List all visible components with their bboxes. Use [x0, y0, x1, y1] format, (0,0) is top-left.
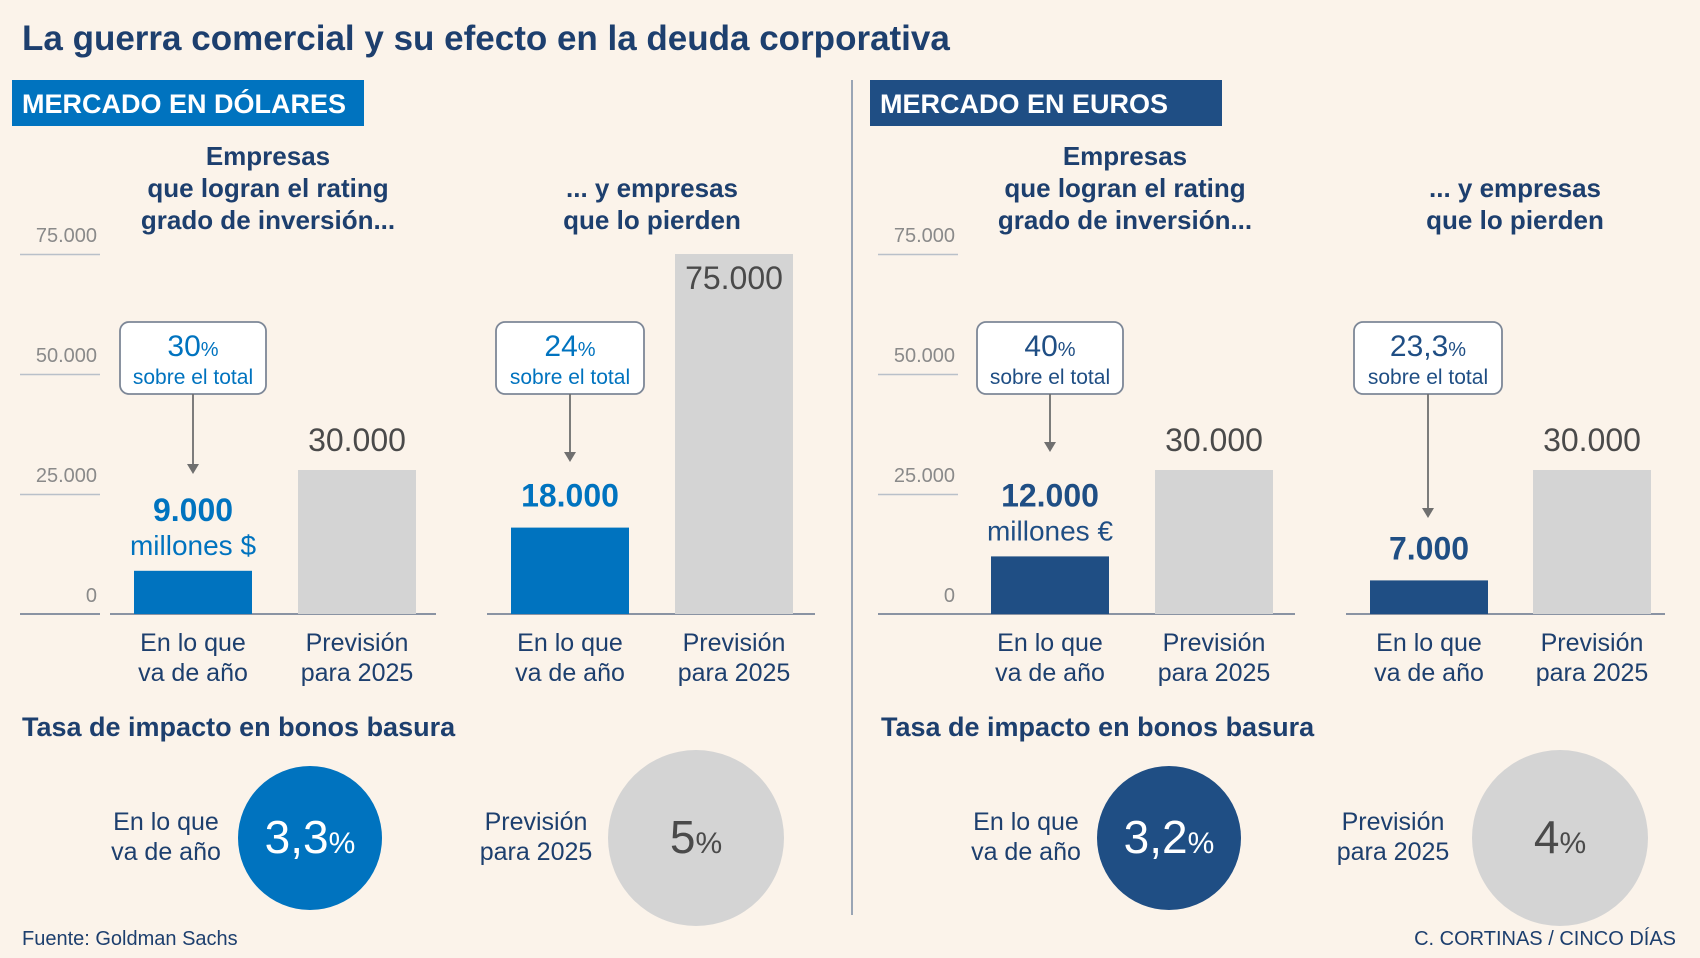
callout-percentage: 23,3% [1390, 330, 1466, 363]
chart-title-line: grado de inversión... [998, 205, 1252, 235]
impact-forecast-label: para 2025 [480, 838, 593, 866]
footer-source: Fuente: Goldman Sachs [22, 928, 238, 950]
impact-current-label: va de año [971, 838, 1081, 866]
callout-percentage: 40% [1024, 330, 1075, 363]
chart-title-line: que lo pierden [563, 205, 741, 235]
impact-current-label: En lo que [973, 808, 1079, 836]
bar-forecast [1155, 470, 1273, 614]
bar-current [134, 570, 252, 614]
bar-value-label: 7.000 [1389, 530, 1469, 566]
bar-value-label: 30.000 [1165, 422, 1263, 458]
panel-header: MERCADO EN EUROS [880, 89, 1168, 119]
bar-value-label: 9.000 [153, 492, 233, 528]
bar-forecast [1533, 470, 1651, 614]
category-label: En lo que [1376, 629, 1482, 657]
bar-value-label: 30.000 [308, 422, 406, 458]
impact-forecast-circle [608, 750, 784, 926]
impact-forecast-label: Previsión [1342, 808, 1445, 836]
category-label: Previsión [306, 629, 409, 657]
panel-header-band [870, 80, 1222, 126]
callout-arrow-head [1422, 508, 1434, 518]
panel-header-band [12, 80, 364, 126]
callout-text: sobre el total [990, 366, 1110, 389]
y-tick-label: 50.000 [36, 345, 97, 367]
category-label: En lo que [140, 629, 246, 657]
impact-forecast-value: 5% [670, 811, 722, 863]
category-label: Previsión [1541, 629, 1644, 657]
category-label: para 2025 [678, 659, 791, 687]
chart-title-line: que lo pierden [1426, 205, 1604, 235]
chart-title-line: que logran el rating [1004, 173, 1245, 203]
y-tick-label: 50.000 [894, 345, 955, 367]
impact-heading: Tasa de impacto en bonos basura [881, 712, 1315, 742]
impact-current-label: En lo que [113, 808, 219, 836]
callout-text: sobre el total [510, 366, 630, 389]
bar-current [991, 556, 1109, 614]
y-tick-label: 75.000 [894, 225, 955, 247]
bar-value-label: 30.000 [1543, 422, 1641, 458]
callout-percentage: 24% [544, 330, 595, 363]
category-label: para 2025 [1158, 659, 1271, 687]
y-tick-label: 0 [86, 585, 97, 607]
panel-usd: MERCADO EN DÓLARES 75.000 50.000 25.000 0 Emp… [12, 80, 815, 926]
callout-arrow-head [1044, 442, 1056, 452]
impact-heading: Tasa de impacto en bonos basura [22, 712, 456, 742]
category-label: Previsión [1163, 629, 1266, 657]
impact-forecast-label: para 2025 [1337, 838, 1450, 866]
category-label: para 2025 [301, 659, 414, 687]
chart-title-line: grado de inversión... [141, 205, 395, 235]
y-tick-label: 25.000 [36, 465, 97, 487]
callout-arrow-head [187, 464, 199, 474]
panel-eur: MERCADO EN EUROS75.00050.00025.0000Empre… [870, 80, 1665, 926]
bar-current [511, 527, 629, 614]
impact-current-value: 3,3% [265, 811, 356, 863]
impact-forecast-label: Previsión [485, 808, 588, 836]
callout-arrow-head [564, 452, 576, 462]
chart-title-line: Empresas [206, 141, 330, 171]
panel-header: MERCADO EN DÓLARES [22, 88, 346, 119]
category-label: Previsión [683, 629, 786, 657]
impact-current-value: 3,2% [1124, 811, 1215, 863]
category-label: va de año [1374, 659, 1484, 687]
y-tick-label: 75.000 [36, 225, 97, 247]
bar-value-label: 75.000 [685, 260, 783, 296]
bar-forecast [298, 470, 416, 614]
bar-value-unit: millones € [987, 515, 1113, 546]
impact-forecast-circle [1472, 750, 1648, 926]
y-tick-label: 25.000 [894, 465, 955, 487]
bar-forecast [675, 254, 793, 614]
page-title: La guerra comercial y su efecto en la de… [22, 19, 950, 58]
bar-value-unit: millones $ [130, 530, 256, 561]
impact-section: Tasa de impacto en bonos basura En lo que… [881, 712, 1648, 926]
chart-title-line: ... y empresas [1429, 173, 1601, 203]
impact-current-label: va de año [111, 838, 221, 866]
callout-percentage: 30% [167, 330, 218, 363]
bar-value-label: 18.000 [521, 478, 619, 514]
category-label: va de año [995, 659, 1105, 687]
impact-current-circle [1097, 766, 1241, 910]
category-label: En lo que [997, 629, 1103, 657]
chart-title-line: Empresas [1063, 141, 1187, 171]
impact-forecast-value: 4% [1534, 811, 1586, 863]
footer-credit: C. CORTINAS / CINCO DÍAS [1414, 927, 1676, 950]
bar-current [1370, 580, 1488, 614]
y-tick-label: 0 [944, 585, 955, 607]
callout-text: sobre el total [1368, 366, 1488, 389]
chart-title-line: que logran el rating [147, 173, 388, 203]
category-label: En lo que [517, 629, 623, 657]
category-label: va de año [515, 659, 625, 687]
impact-section: Tasa de impacto en bonos basura En lo que… [22, 712, 784, 926]
impact-current-circle [238, 766, 382, 910]
category-label: para 2025 [1536, 659, 1649, 687]
chart-title-line: ... y empresas [566, 173, 738, 203]
bar-value-label: 12.000 [1001, 477, 1099, 513]
callout-text: sobre el total [133, 366, 253, 389]
category-label: va de año [138, 659, 248, 687]
